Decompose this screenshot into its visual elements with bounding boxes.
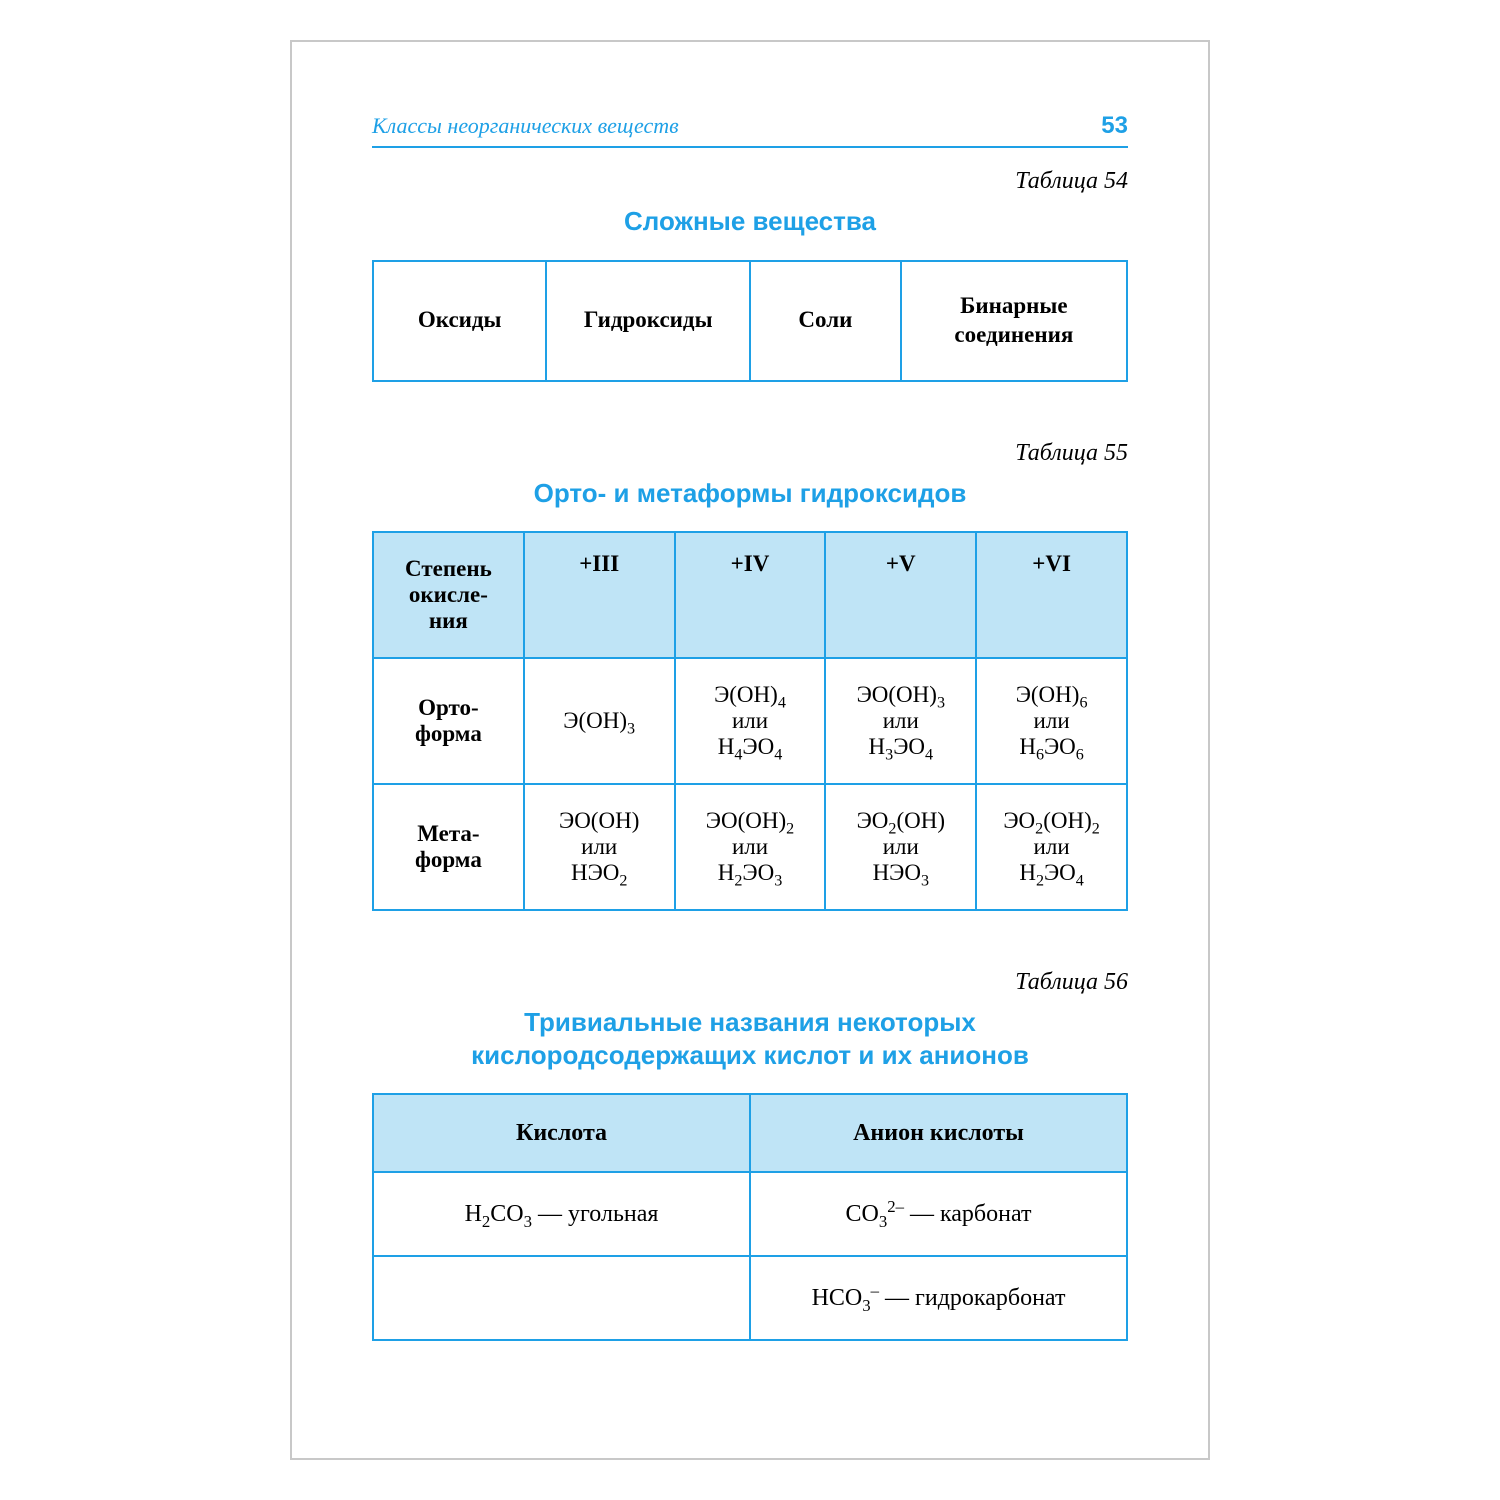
table54-label: Таблица 54 xyxy=(372,168,1128,195)
table56-title: Тривиальные названия некоторыхкислородсо… xyxy=(372,1006,1128,1071)
table55-header-0: +III xyxy=(524,532,675,658)
table55: Степень окисле-ния+III+IV+V+VI Орто-форм… xyxy=(372,531,1128,911)
table55-cell-0-1: Э(OH)4илиH4ЭO4 xyxy=(675,658,826,784)
page-number: 53 xyxy=(1101,112,1128,140)
page: { "header": { "title": "Классы неорганич… xyxy=(290,40,1210,1460)
table56-acid-1 xyxy=(373,1256,750,1340)
table55-header-2: +V xyxy=(825,532,976,658)
table55-header-first: Степень окисле-ния xyxy=(373,532,524,658)
table55-label: Таблица 55 xyxy=(372,440,1128,467)
table55-cell-1-3: ЭO2(OH)2илиH2ЭO4 xyxy=(976,784,1127,910)
table55-rowlabel-1: Мета-форма xyxy=(373,784,524,910)
table55-cell-1-0: ЭO(OH)илиHЭO2 xyxy=(524,784,675,910)
table54-title: Сложные вещества xyxy=(372,205,1128,238)
table-row: H2CO3 — угольнаяCO32– — карбонат xyxy=(373,1172,1127,1256)
table56: КислотаАнион кислоты H2CO3 — угольнаяCO3… xyxy=(372,1093,1128,1341)
table-row: Мета-формаЭO(OH)илиHЭO2ЭO(OH)2илиH2ЭO3ЭO… xyxy=(373,784,1127,910)
table54-cell-2: Соли xyxy=(750,261,901,381)
table54: ОксидыГидроксидыСолиБинарныесоединения xyxy=(372,260,1128,382)
table55-cell-1-2: ЭO2(OH)илиHЭO3 xyxy=(825,784,976,910)
table56-anion-0: CO32– — карбонат xyxy=(750,1172,1127,1256)
table55-cell-0-2: ЭO(OH)3илиH3ЭO4 xyxy=(825,658,976,784)
table55-rowlabel-0: Орто-форма xyxy=(373,658,524,784)
table-row: HCO3– — гидрокарбонат xyxy=(373,1256,1127,1340)
chapter-title: Классы неорганических веществ xyxy=(372,113,679,139)
table54-cell-1: Гидроксиды xyxy=(546,261,750,381)
table56-acid-0: H2CO3 — угольная xyxy=(373,1172,750,1256)
table54-cell-0: Оксиды xyxy=(373,261,546,381)
table55-cell-0-3: Э(OH)6илиH6ЭO6 xyxy=(976,658,1127,784)
table55-header-1: +IV xyxy=(675,532,826,658)
page-container: { "header": { "title": "Классы неорганич… xyxy=(0,0,1500,1500)
table-row: ОксидыГидроксидыСолиБинарныесоединения xyxy=(373,261,1127,381)
table56-label: Таблица 56 xyxy=(372,969,1128,996)
table56-anion-1: HCO3– — гидрокарбонат xyxy=(750,1256,1127,1340)
table55-header-3: +VI xyxy=(976,532,1127,658)
table55-cell-1-1: ЭO(OH)2илиH2ЭO3 xyxy=(675,784,826,910)
table56-header-0: Кислота xyxy=(373,1094,750,1172)
table55-cell-0-0: Э(OH)3 xyxy=(524,658,675,784)
table-row: КислотаАнион кислоты xyxy=(373,1094,1127,1172)
table-row: Степень окисле-ния+III+IV+V+VI xyxy=(373,532,1127,658)
table55-title: Орто- и метаформы гидроксидов xyxy=(372,477,1128,510)
table54-cell-3: Бинарныесоединения xyxy=(901,261,1127,381)
running-header: Классы неорганических веществ 53 xyxy=(372,112,1128,148)
table-row: Орто-формаЭ(OH)3Э(OH)4илиH4ЭO4ЭO(OH)3или… xyxy=(373,658,1127,784)
table56-header-1: Анион кислоты xyxy=(750,1094,1127,1172)
